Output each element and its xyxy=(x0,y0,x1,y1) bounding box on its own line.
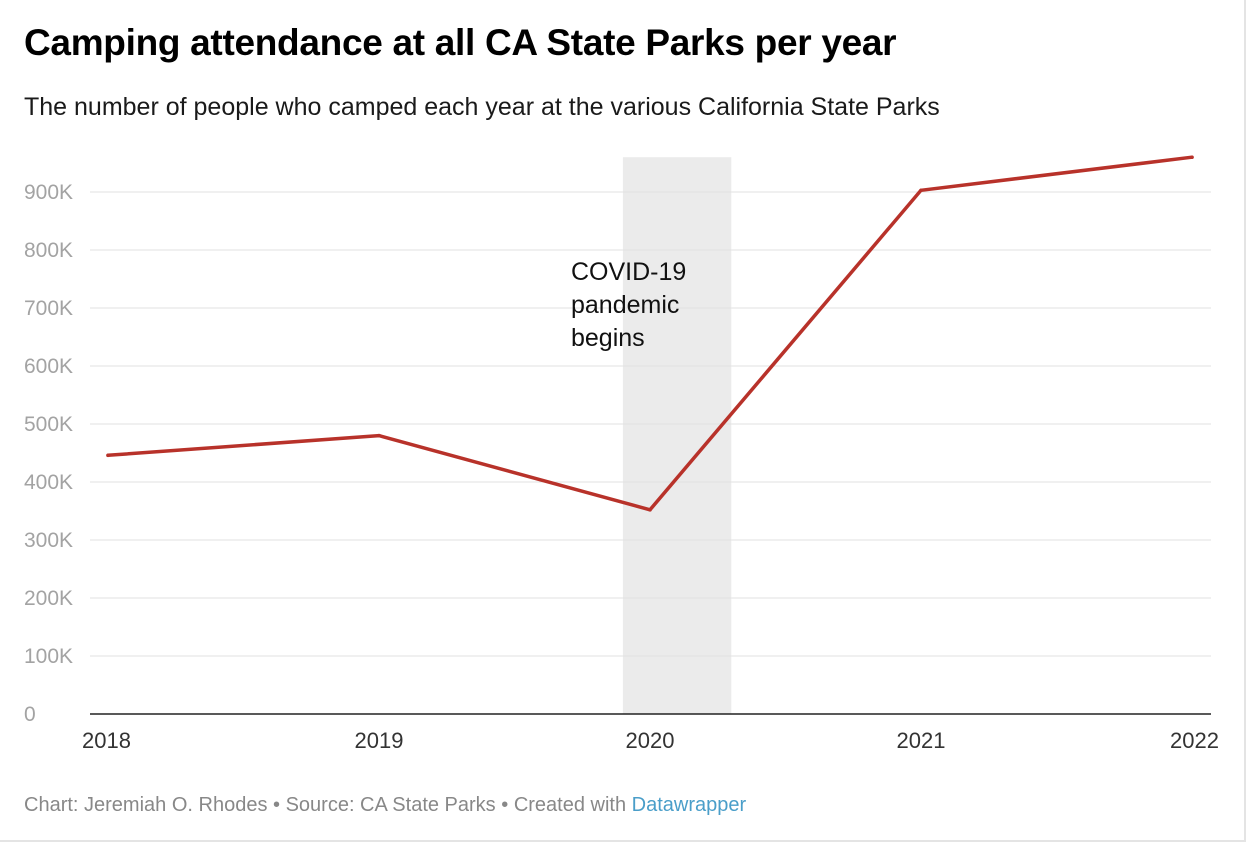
y-tick-label: 100K xyxy=(24,645,73,668)
chart-credit: Chart: Jeremiah O. Rhodes xyxy=(24,794,268,816)
covid-annotation: COVID-19 pandemic begins xyxy=(571,258,686,352)
y-tick-label: 300K xyxy=(24,529,73,552)
data-point xyxy=(919,188,923,193)
y-tick-label: 500K xyxy=(24,413,73,436)
footer-separator: • xyxy=(501,794,509,816)
data-point xyxy=(106,453,110,458)
source-credit: Source: CA State Parks xyxy=(285,794,496,816)
footer-separator: • xyxy=(273,794,281,816)
x-tick-label: 2020 xyxy=(626,728,675,753)
annotation-layer: COVID-19 pandemic begins xyxy=(571,258,686,352)
data-point xyxy=(648,508,652,512)
annotation-line: pandemic xyxy=(571,291,679,319)
y-tick-label: 200K xyxy=(24,587,73,610)
x-tick-label: 2022 xyxy=(1170,728,1219,753)
y-axis-labels: 0 100K 200K 300K 400K 500K 600K 700K 800K 900K xyxy=(24,181,73,726)
y-tick-label: 700K xyxy=(24,297,73,320)
data-point xyxy=(377,433,381,438)
x-axis-labels: 2018 2019 2020 2021 2022 xyxy=(82,728,1219,753)
chart-footer: Chart: Jeremiah O. Rhodes • Source: CA S… xyxy=(24,794,746,817)
x-tick-label: 2021 xyxy=(897,728,946,753)
series-layer xyxy=(106,155,1194,512)
y-tick-label: 800K xyxy=(24,239,73,262)
data-point xyxy=(1190,155,1194,159)
x-tick-label: 2018 xyxy=(82,728,131,753)
y-tick-label: 400K xyxy=(24,471,73,494)
chart-title: Camping attendance at all CA State Parks… xyxy=(24,22,897,63)
chart-subtitle: The number of people who camped each yea… xyxy=(24,93,940,121)
annotation-line: begins xyxy=(571,324,645,352)
x-tick-label: 2019 xyxy=(355,728,404,753)
y-tick-label: 900K xyxy=(24,181,73,204)
annotation-line: COVID-19 xyxy=(571,258,686,286)
y-tick-label: 600K xyxy=(24,355,73,378)
created-with-text: Created with xyxy=(513,794,627,816)
datawrapper-link[interactable]: Datawrapper xyxy=(631,794,747,816)
gridlines xyxy=(90,191,1211,715)
y-tick-label: 0 xyxy=(24,703,36,726)
line-chart: 0 100K 200K 300K 400K 500K 600K 700K 800K 900K 20… xyxy=(24,155,1219,753)
